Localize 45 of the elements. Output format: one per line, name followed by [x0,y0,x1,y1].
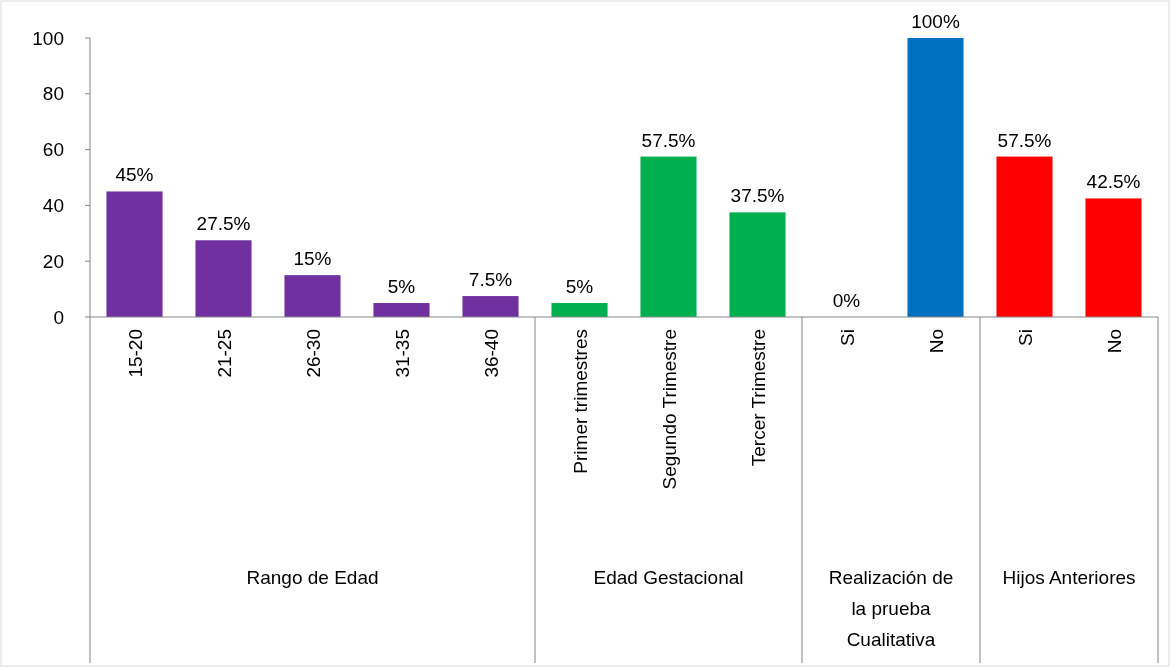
y-tick-label: 0 [53,306,64,328]
y-tick-label: 60 [42,139,64,161]
text: Edad Gestacional [593,567,744,588]
bar [284,275,341,317]
x-tick-label: 26-30 [302,329,324,378]
data-label: 0% [832,290,861,311]
x-tick-label: Si [1014,329,1036,346]
data-label: 42.5% [1086,171,1141,193]
x-tick-label: Primer trimestres [569,329,591,474]
data-label: 5% [565,276,594,298]
x-tick-label: No [1103,329,1125,354]
x-tick-label: 21-25 [213,329,235,378]
data-label: 57.5% [641,129,696,151]
x-tick-label: Tercer Trimestre [747,329,769,467]
data-label: 37.5% [730,185,785,207]
data-label: 45% [115,164,154,186]
y-tick-label: 20 [42,250,64,272]
bar [729,212,786,317]
bar [106,191,163,317]
data-label: 15% [293,248,332,270]
bar [907,38,964,317]
text: Hijos Anteriores [1002,567,1136,588]
bar [551,303,608,317]
data-label: 7.5% [468,269,513,291]
x-tick-label: Si [836,329,858,346]
bar [373,303,430,317]
data-label: 100% [911,11,960,32]
x-tick-label: 31-35 [391,329,413,378]
text: Rango de Edad [246,567,379,588]
y-tick-label: 100 [32,27,64,49]
bar [462,296,519,317]
x-tick-label: No [925,329,947,354]
y-tick-label: 80 [42,83,64,105]
bar [1085,198,1142,317]
data-label: 5% [387,276,416,298]
bar [640,156,697,317]
x-tick-label: 15-20 [124,329,146,378]
data-label: 57.5% [997,129,1052,151]
bar [195,240,252,317]
x-tick-label: Segundo Trimestre [658,329,680,490]
data-label: 27.5% [196,213,251,235]
text: Realización de la prueba Cualitativa [828,567,954,650]
bar [996,156,1053,317]
y-tick-label: 40 [42,195,64,217]
x-tick-label: 36-40 [480,329,502,378]
